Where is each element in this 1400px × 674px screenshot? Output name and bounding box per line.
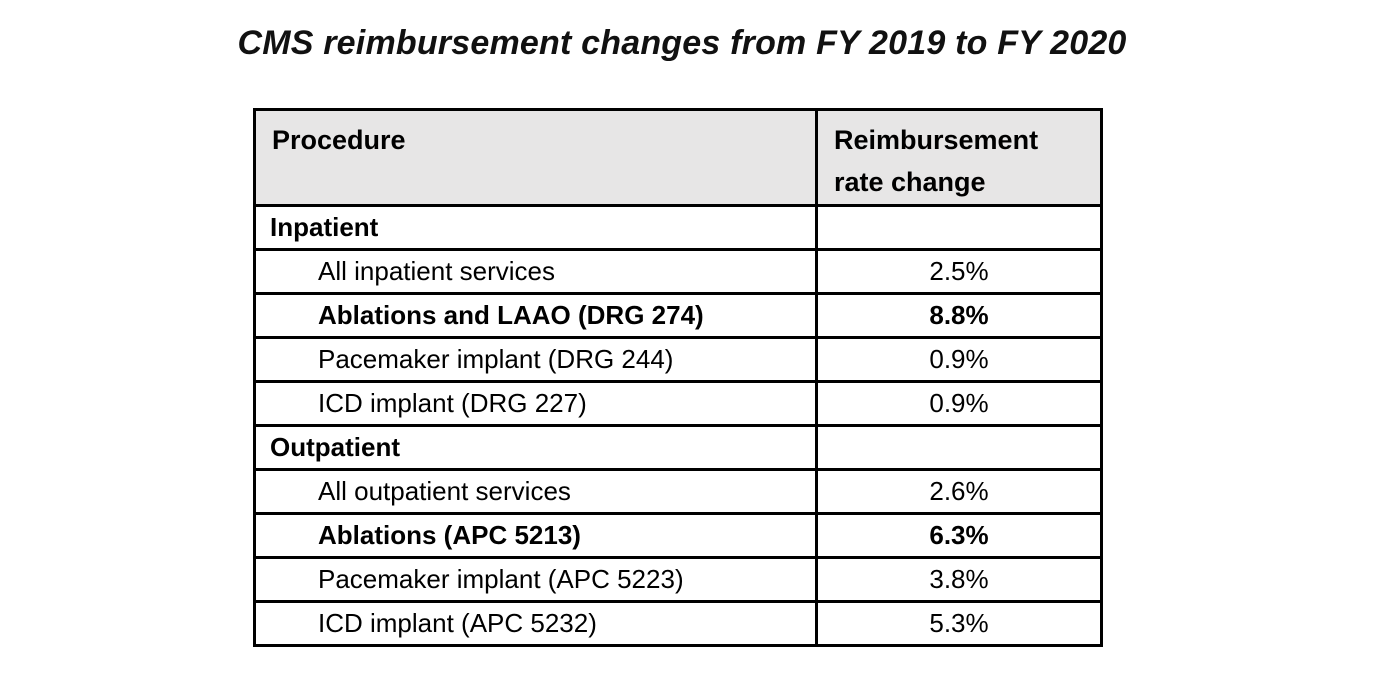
procedure-cell: All outpatient services	[253, 467, 818, 515]
figure-title: CMS reimbursement changes from FY 2019 t…	[237, 24, 1127, 62]
rate-cell: 6.3%	[815, 511, 1103, 559]
table-row-icd-implant-drg227: ICD implant (DRG 227) 0.9%	[253, 379, 1103, 427]
rate-cell: 5.3%	[815, 599, 1103, 647]
procedure-cell: Ablations (APC 5213)	[253, 511, 818, 559]
table-row-icd-implant-apc5232: ICD implant (APC 5232) 5.3%	[253, 599, 1103, 647]
procedure-cell: Outpatient	[253, 423, 818, 471]
table-row-pacemaker-implant-drg244: Pacemaker implant (DRG 244) 0.9%	[253, 335, 1103, 383]
procedure-cell: All inpatient services	[253, 247, 818, 295]
table-row-outpatient-section: Outpatient	[253, 423, 1103, 471]
procedure-cell: Ablations and LAAO (DRG 274)	[253, 291, 818, 339]
rate-cell: 2.5%	[815, 247, 1103, 295]
rate-cell: 2.6%	[815, 467, 1103, 515]
rate-cell: 3.8%	[815, 555, 1103, 603]
table-row-ablations-laao-drg274: Ablations and LAAO (DRG 274) 8.8%	[253, 291, 1103, 339]
rate-cell	[815, 423, 1103, 471]
rate-cell	[815, 203, 1103, 251]
rate-cell: 0.9%	[815, 335, 1103, 383]
table-row-ablations-apc5213: Ablations (APC 5213) 6.3%	[253, 511, 1103, 559]
procedure-cell: ICD implant (DRG 227)	[253, 379, 818, 427]
column-header-procedure: Procedure	[253, 108, 818, 207]
procedure-cell: ICD implant (APC 5232)	[253, 599, 818, 647]
reimbursement-table: Procedure Reimbursement rate change Inpa…	[253, 108, 1103, 647]
column-header-rate-change: Reimbursement rate change	[815, 108, 1103, 207]
table-row-all-outpatient-services: All outpatient services 2.6%	[253, 467, 1103, 515]
table-row-pacemaker-implant-apc5223: Pacemaker implant (APC 5223) 3.8%	[253, 555, 1103, 603]
table-header-row: Procedure Reimbursement rate change	[253, 108, 1103, 207]
rate-cell: 8.8%	[815, 291, 1103, 339]
procedure-cell: Pacemaker implant (DRG 244)	[253, 335, 818, 383]
rate-cell: 0.9%	[815, 379, 1103, 427]
table-row-inpatient-section: Inpatient	[253, 203, 1103, 251]
procedure-cell: Pacemaker implant (APC 5223)	[253, 555, 818, 603]
table-row-all-inpatient-services: All inpatient services 2.5%	[253, 247, 1103, 295]
procedure-cell: Inpatient	[253, 203, 818, 251]
